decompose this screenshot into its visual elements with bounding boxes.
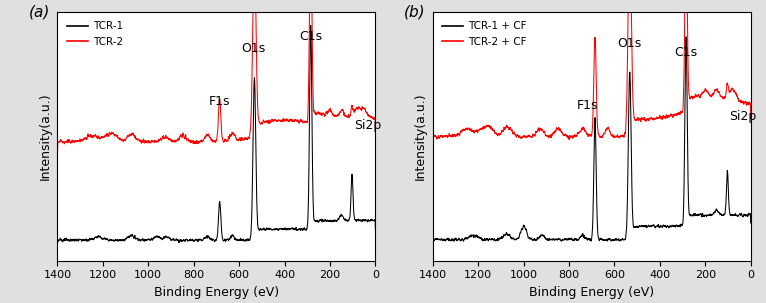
Text: F1s: F1s	[209, 95, 231, 108]
Text: C1s: C1s	[674, 46, 697, 59]
Text: (b): (b)	[404, 5, 426, 20]
Text: Si2p: Si2p	[729, 110, 756, 123]
Legend: TCR-1, TCR-2: TCR-1, TCR-2	[63, 17, 127, 51]
Text: (a): (a)	[29, 5, 51, 20]
Text: O1s: O1s	[617, 37, 641, 50]
Y-axis label: Intensity(a.u.): Intensity(a.u.)	[414, 92, 427, 180]
Text: Si2p: Si2p	[354, 119, 381, 132]
Y-axis label: Intensity(a.u.): Intensity(a.u.)	[39, 92, 52, 180]
X-axis label: Binding Energy (eV): Binding Energy (eV)	[529, 286, 654, 299]
X-axis label: Binding Energy (eV): Binding Energy (eV)	[154, 286, 279, 299]
Legend: TCR-1 + CF, TCR-2 + CF: TCR-1 + CF, TCR-2 + CF	[438, 17, 531, 51]
Text: O1s: O1s	[241, 42, 266, 55]
Text: C1s: C1s	[299, 30, 322, 43]
Text: F1s: F1s	[577, 98, 598, 112]
